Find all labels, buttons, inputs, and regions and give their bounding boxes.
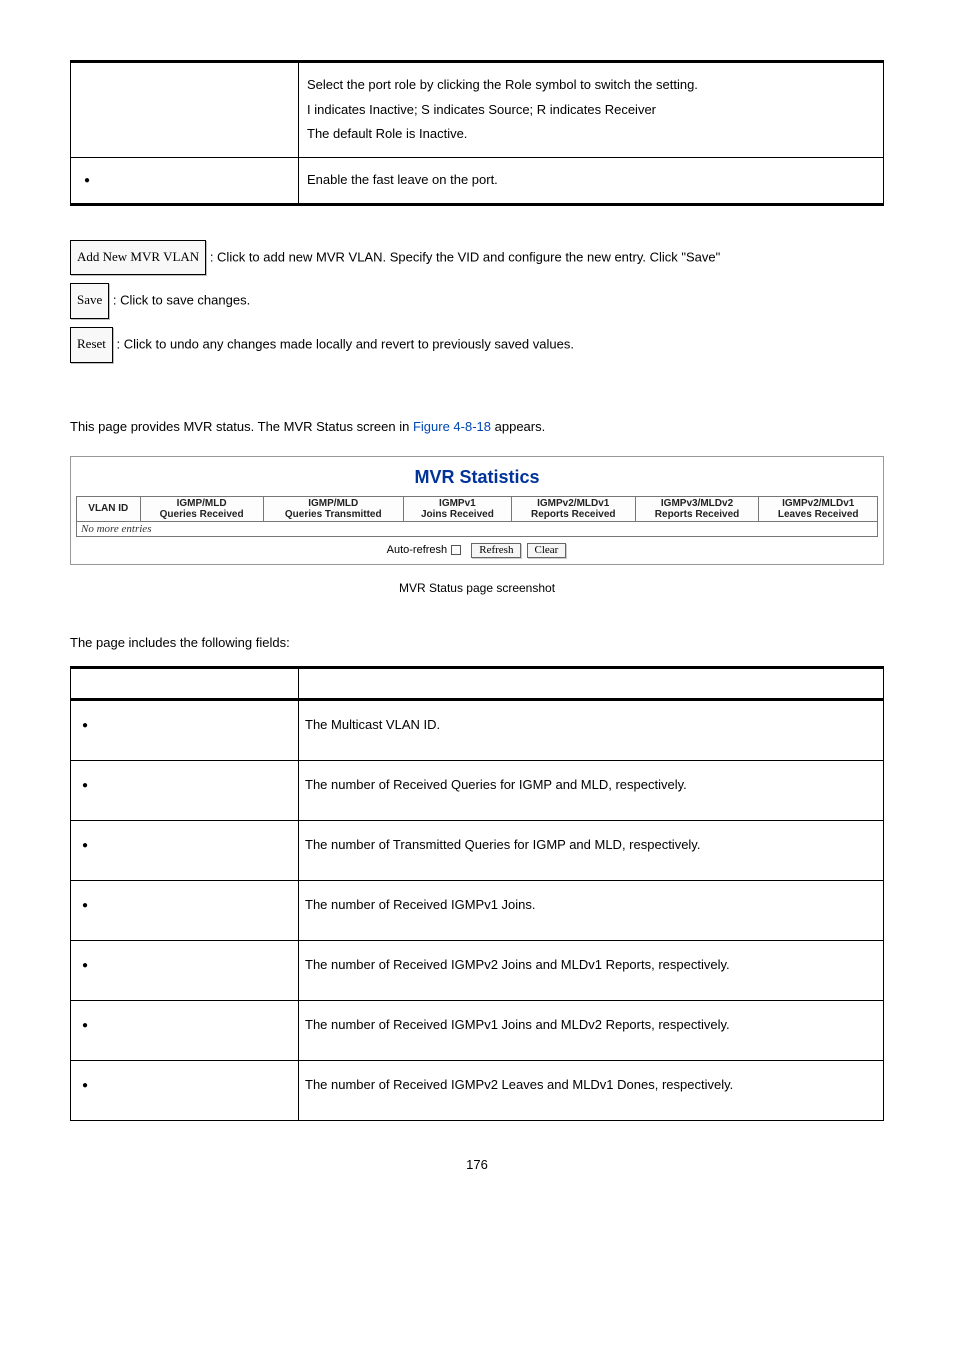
bullet-icon: ● (77, 720, 93, 731)
section-intro: This page provides MVR status. The MVR S… (70, 419, 884, 434)
bullet-icon: ● (77, 960, 93, 971)
fast-leave-text: Enable the fast leave on the port. (299, 158, 884, 205)
col-v2v1-reports: IGMPv2/MLDv1Reports Received (511, 496, 635, 521)
save-button-desc: : Click to save changes. (113, 293, 250, 308)
bullet-icon: ● (79, 171, 95, 190)
table-row: ● The number of Transmitted Queries for I… (71, 820, 884, 880)
mvr-statistics-table: VLAN ID IGMP/MLDQueries Received IGMP/ML… (76, 496, 878, 537)
mvr-title: MVR Statistics (71, 457, 883, 496)
role-line-1: Select the port role by clicking the Rol… (307, 73, 879, 98)
field-desc: The number of Received IGMPv2 Joins and … (299, 940, 884, 1000)
bullet-icon: ● (77, 900, 93, 911)
port-role-table: Select the port role by clicking the Rol… (70, 60, 884, 206)
table-row: ● The number of Received IGMPv2 Leaves an… (71, 1060, 884, 1120)
clear-button[interactable]: Clear (527, 543, 567, 558)
bullet-icon: ● (77, 840, 93, 851)
role-line-2: I indicates Inactive; S indicates Source… (307, 98, 879, 123)
fields-table: ● The Multicast VLAN ID. ● The number of R… (70, 666, 884, 1121)
screenshot-caption: MVR Status page screenshot (70, 581, 884, 595)
table-row: ● The number of Received IGMPv1 Joins. (71, 880, 884, 940)
bullet-icon: ● (77, 1020, 93, 1031)
field-desc: The number of Transmitted Queries for IG… (299, 820, 884, 880)
field-desc: The Multicast VLAN ID. (299, 699, 884, 760)
col-vlan-id: VLAN ID (77, 496, 141, 521)
section-text-post: appears. (491, 419, 545, 434)
table-row: ● The number of Received IGMPv2 Joins and… (71, 940, 884, 1000)
fields-header-2 (299, 667, 884, 699)
fields-lead: The page includes the following fields: (70, 635, 884, 650)
no-more-entries: No more entries (77, 521, 878, 536)
field-desc: The number of Received Queries for IGMP … (299, 760, 884, 820)
field-desc: The number of Received IGMPv1 Joins and … (299, 1000, 884, 1060)
mvr-statistics-screenshot: MVR Statistics VLAN ID IGMP/MLDQueries R… (70, 456, 884, 565)
bullet-icon: ● (77, 1080, 93, 1091)
refresh-button[interactable]: Refresh (471, 543, 521, 558)
save-button[interactable]: Save (70, 283, 109, 319)
field-desc: The number of Received IGMPv2 Leaves and… (299, 1060, 884, 1120)
table-row: ● The number of Received IGMPv1 Joins and… (71, 1000, 884, 1060)
add-new-mvr-vlan-button[interactable]: Add New MVR VLAN (70, 240, 206, 276)
role-line-3: The default Role is Inactive. (307, 122, 879, 147)
page-number: 176 (70, 1157, 884, 1172)
reset-button-desc: : Click to undo any changes made locally… (117, 336, 574, 351)
auto-refresh-label: Auto-refresh (387, 544, 448, 556)
auto-refresh-checkbox[interactable] (451, 545, 461, 555)
reset-button[interactable]: Reset (70, 327, 113, 363)
col-queries-received: IGMP/MLDQueries Received (140, 496, 263, 521)
field-desc: The number of Received IGMPv1 Joins. (299, 880, 884, 940)
col-v2v1-leaves: IGMPv2/MLDv1Leaves Received (759, 496, 878, 521)
col-v3v2-reports: IGMPv3/MLDv2Reports Received (635, 496, 759, 521)
add-button-desc: : Click to add new MVR VLAN. Specify the… (210, 249, 720, 264)
col-igmpv1-joins: IGMPv1Joins Received (403, 496, 511, 521)
section-text-pre: This page provides MVR status. The MVR S… (70, 419, 413, 434)
table-row: ● The Multicast VLAN ID. (71, 699, 884, 760)
fields-header-1 (71, 667, 299, 699)
bullet-icon: ● (77, 780, 93, 791)
col-queries-transmitted: IGMP/MLDQueries Transmitted (263, 496, 403, 521)
figure-link[interactable]: Figure 4-8-18 (413, 419, 491, 434)
table-row: ● The number of Received Queries for IGMP… (71, 760, 884, 820)
